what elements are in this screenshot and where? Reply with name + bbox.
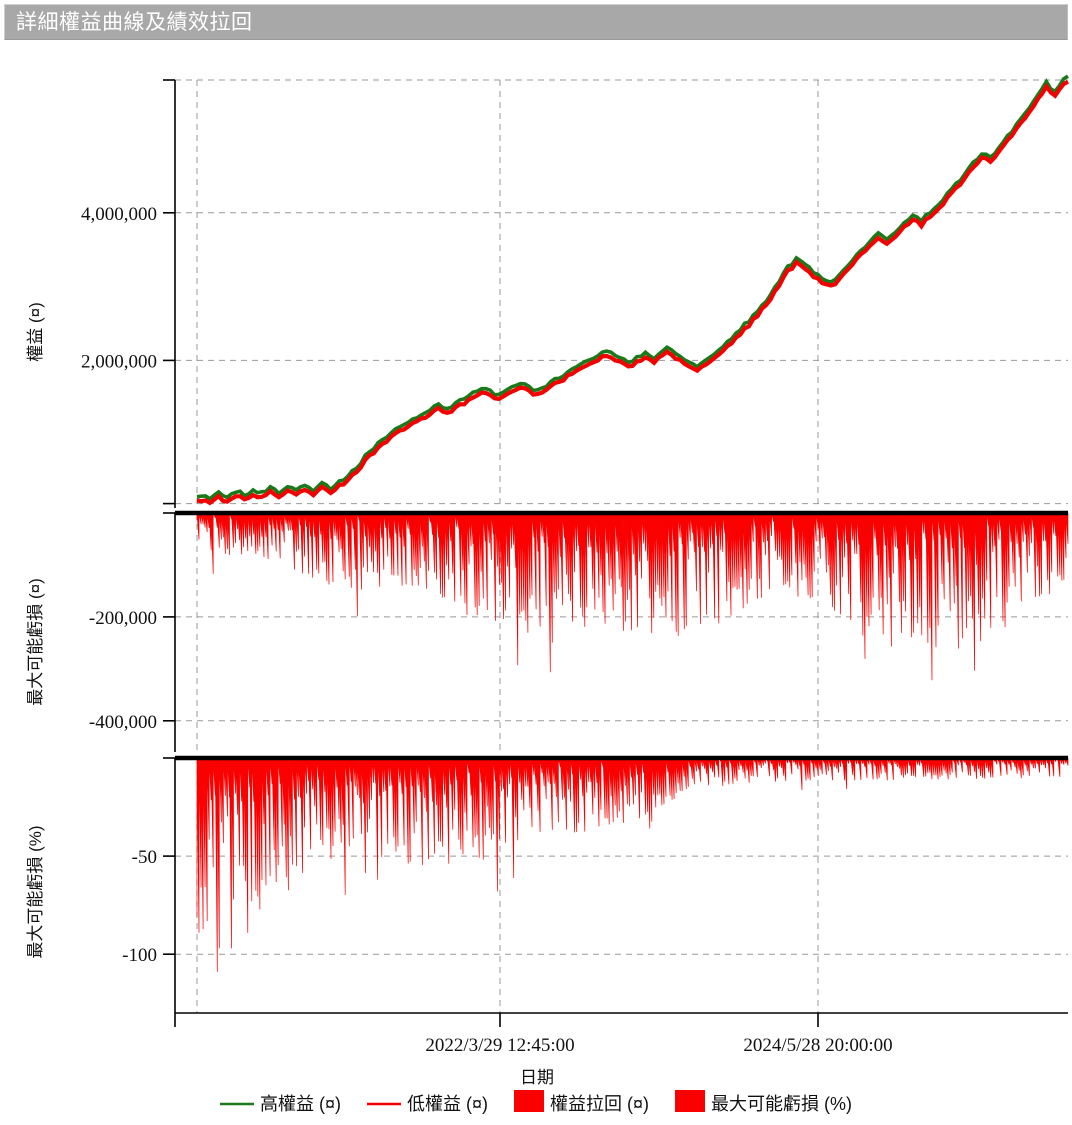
panel-equity-axis-label: 權益 (¤) (26, 302, 45, 362)
drawdown-currency-tick-label-0: -200,000 (89, 608, 157, 629)
series-drawdown-currency (196, 512, 1069, 681)
panel-drawdown-percent-gridlines (175, 758, 1068, 1013)
legend-label: 權益拉回 (¤) (550, 1094, 649, 1114)
panel-drawdown-currency-axis-label: 最大可能虧損 (¤) (26, 578, 45, 706)
drawdown-percent-tick-label-1: -100 (122, 945, 157, 966)
legend-label: 低權益 (¤) (407, 1094, 488, 1114)
series-low-equity (196, 79, 1069, 506)
panel-drawdown-currency-tick-labels: -200,000 -400,000 (89, 512, 175, 733)
panel-drawdown-percent: -50 -100 最大可能虧損 (%) (26, 755, 1069, 1013)
panel-drawdown-percent-series (175, 755, 1069, 972)
panel-drawdown-percent-axis-label: 最大可能虧損 (%) (26, 825, 45, 958)
window-title-bar: 詳細權益曲線及績效拉回 (4, 4, 1068, 40)
equity-drawdown-chart: 4,000,000 2,000,000 權益 (¤) -200,000 -400,0… (26, 74, 1069, 1114)
drawdown-currency-tick-label-1: -400,000 (89, 712, 157, 733)
legend-low-equity[interactable]: 低權益 (¤) (367, 1094, 488, 1114)
x-axis-tick-label-1: 2022/3/29 12:45:00 (425, 1035, 574, 1056)
window-title: 詳細權益曲線及績效拉回 (16, 10, 253, 34)
panel-drawdown-percent-tick-labels: -50 -100 (122, 757, 175, 966)
panel-drawdown-currency-series (175, 510, 1069, 681)
legend-square-marker (675, 1090, 706, 1112)
panel-equity-tick-label-1: 2,000,000 (81, 351, 157, 372)
panel-drawdown-currency: -200,000 -400,000 最大可能虧損 (¤) (26, 510, 1069, 752)
legend-max-drawdown-pct[interactable]: 最大可能虧損 (%) (675, 1090, 852, 1114)
series-high-equity (196, 74, 1069, 502)
chart-legend: 高權益 (¤) 低權益 (¤) 權益拉回 (¤) 最大可能虧損 (%) (220, 1090, 852, 1114)
series-drawdown-percent (196, 756, 1069, 972)
x-axis-label: 日期 (520, 1068, 554, 1087)
panel-equity-tick-labels: 4,000,000 2,000,000 (81, 79, 175, 505)
legend-label: 高權益 (¤) (260, 1094, 341, 1114)
panel-equity-gridlines (175, 79, 1068, 508)
x-axis: 2022/3/29 12:45:00 2024/5/28 20:00:00 日期 (174, 1012, 1068, 1087)
chart-plot-area: 4,000,000 2,000,000 權益 (¤) -200,000 -400,0… (0, 42, 1072, 1125)
legend-label: 最大可能虧損 (%) (711, 1094, 852, 1114)
legend-equity-drawdown[interactable]: 權益拉回 (¤) (514, 1090, 649, 1114)
x-axis-tick-label-2: 2024/5/28 20:00:00 (743, 1035, 892, 1056)
panel-equity: 4,000,000 2,000,000 權益 (¤) (26, 74, 1069, 508)
panel-equity-tick-label-0: 4,000,000 (81, 204, 157, 225)
legend-high-equity[interactable]: 高權益 (¤) (220, 1094, 341, 1114)
panel-equity-series (196, 74, 1069, 506)
legend-square-marker (514, 1090, 545, 1112)
drawdown-percent-tick-label-0: -50 (132, 847, 157, 868)
panel-drawdown-currency-gridlines (175, 513, 1068, 752)
